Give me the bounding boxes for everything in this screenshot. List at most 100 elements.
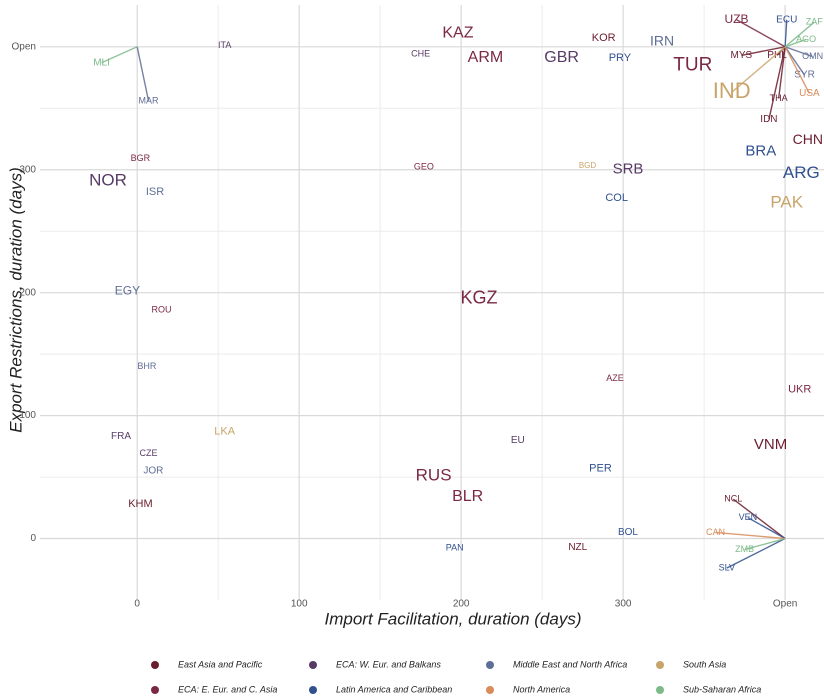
- point-label: KGZ: [460, 288, 497, 308]
- y-tick-label: 200: [19, 287, 36, 298]
- legend-swatch: [309, 686, 317, 694]
- point-label: NOR: [89, 170, 127, 189]
- point-label: KAZ: [442, 24, 473, 41]
- point-label: IND: [713, 78, 751, 103]
- x-tick-label: 100: [291, 599, 308, 610]
- point-label: COL: [605, 192, 628, 204]
- point-label: MYS: [731, 50, 753, 61]
- point-label: JOR: [143, 466, 163, 477]
- legend-label: East Asia and Pacific: [178, 659, 263, 669]
- grid: [40, 5, 824, 600]
- spike: [777, 46, 786, 99]
- spike: [736, 19, 786, 48]
- point-label: PRY: [609, 52, 632, 64]
- spike: [715, 531, 786, 540]
- point-label: OMN: [802, 51, 823, 61]
- legend-swatch: [309, 661, 317, 669]
- point-label: UKR: [788, 384, 811, 396]
- point-label: KHM: [128, 498, 152, 510]
- legend-label: Middle East and North Africa: [513, 659, 627, 669]
- point-label: ARG: [783, 163, 820, 182]
- point-label: RUS: [416, 465, 452, 484]
- spike: [101, 46, 138, 64]
- x-axis-title: Import Facilitation, duration (days): [325, 609, 582, 628]
- y-tick-label: 300: [19, 164, 36, 175]
- point-label: CAN: [706, 527, 725, 537]
- y-tick-label: Open: [12, 41, 36, 52]
- legend-label: South Asia: [683, 659, 726, 669]
- point-label: ZMB: [735, 544, 754, 554]
- x-tick-label: Open: [773, 599, 797, 610]
- x-tick-label: 200: [453, 599, 470, 610]
- point-label: ROU: [151, 304, 171, 314]
- point-label: CZE: [140, 448, 158, 458]
- spike: [768, 46, 786, 120]
- spike: [726, 537, 786, 569]
- point-label: BHR: [137, 361, 157, 371]
- point-label: ZAF: [806, 17, 824, 27]
- point-label: IRN: [650, 33, 674, 49]
- point-label: USA: [799, 88, 820, 99]
- spike: [784, 19, 788, 47]
- spike: [731, 46, 786, 93]
- spike: [784, 38, 807, 48]
- point-label: MLI: [93, 57, 110, 68]
- point-label: KOR: [592, 32, 616, 44]
- point-label: TUR: [673, 54, 712, 75]
- y-tick-label: 100: [19, 410, 36, 421]
- point-label: ECU: [776, 14, 797, 25]
- spike: [741, 46, 786, 57]
- point-label: CHE: [411, 49, 430, 59]
- legend-swatch: [656, 661, 664, 669]
- plot: KHM IDN CHN THA MYS PHL VNM NZL NCL KOR NOR CHE GBR F…: [89, 12, 823, 572]
- legend-label: Sub-Saharan Africa: [683, 684, 761, 694]
- spike: [744, 537, 786, 551]
- point-label: AGO: [796, 34, 816, 44]
- point-label: EGY: [115, 284, 140, 298]
- point-label: VNM: [754, 436, 787, 453]
- point-label: AZE: [606, 373, 624, 383]
- point-label: GBR: [544, 49, 579, 66]
- point-label: PAN: [446, 543, 464, 553]
- legend-label: North America: [513, 684, 570, 694]
- point-label: ISR: [146, 186, 164, 198]
- point-label: BRA: [745, 142, 776, 159]
- point-label: LKA: [214, 425, 235, 437]
- point-label: NCL: [724, 494, 742, 504]
- point-label: NZL: [568, 542, 587, 553]
- legend-swatch: [656, 686, 664, 694]
- point-label: ARM: [468, 49, 504, 66]
- spike: [136, 46, 150, 102]
- point-label: CHN: [793, 131, 823, 147]
- point-label: EU: [511, 435, 525, 446]
- point-label: UZB: [725, 12, 749, 26]
- point-label: FRA: [111, 431, 131, 442]
- spike: [784, 21, 815, 48]
- spike: [784, 46, 811, 94]
- spike: [747, 517, 786, 540]
- point-label: BGD: [579, 161, 597, 170]
- point-label: MAR: [139, 95, 160, 105]
- point-label: PAK: [770, 192, 803, 211]
- legend-swatch: [486, 661, 494, 669]
- point-label: GEO: [414, 162, 434, 172]
- point-label: ITA: [218, 40, 231, 50]
- legend-swatch: [151, 661, 159, 669]
- point-label: PHL: [767, 50, 787, 61]
- point-label: SRB: [613, 161, 644, 178]
- x-tick-label: 300: [615, 599, 632, 610]
- point-label: VEN: [739, 512, 758, 522]
- point-label: PER: [589, 462, 612, 474]
- spike: [784, 46, 813, 58]
- y-axis-title: Export Restrictions, duration (days): [6, 167, 25, 433]
- y-tick-label: 0: [30, 533, 36, 544]
- legend-label: Latin America and Caribbean: [336, 684, 452, 694]
- spike: [732, 498, 786, 540]
- point-label: BOL: [618, 527, 638, 538]
- point-label: IDN: [760, 114, 777, 125]
- legend: East Asia and Pacific ECA: W. Eur. and Ba…: [151, 659, 761, 694]
- point-label: BLR: [452, 488, 483, 505]
- x-tick-label: 0: [134, 599, 140, 610]
- point-label: SYR: [794, 70, 815, 81]
